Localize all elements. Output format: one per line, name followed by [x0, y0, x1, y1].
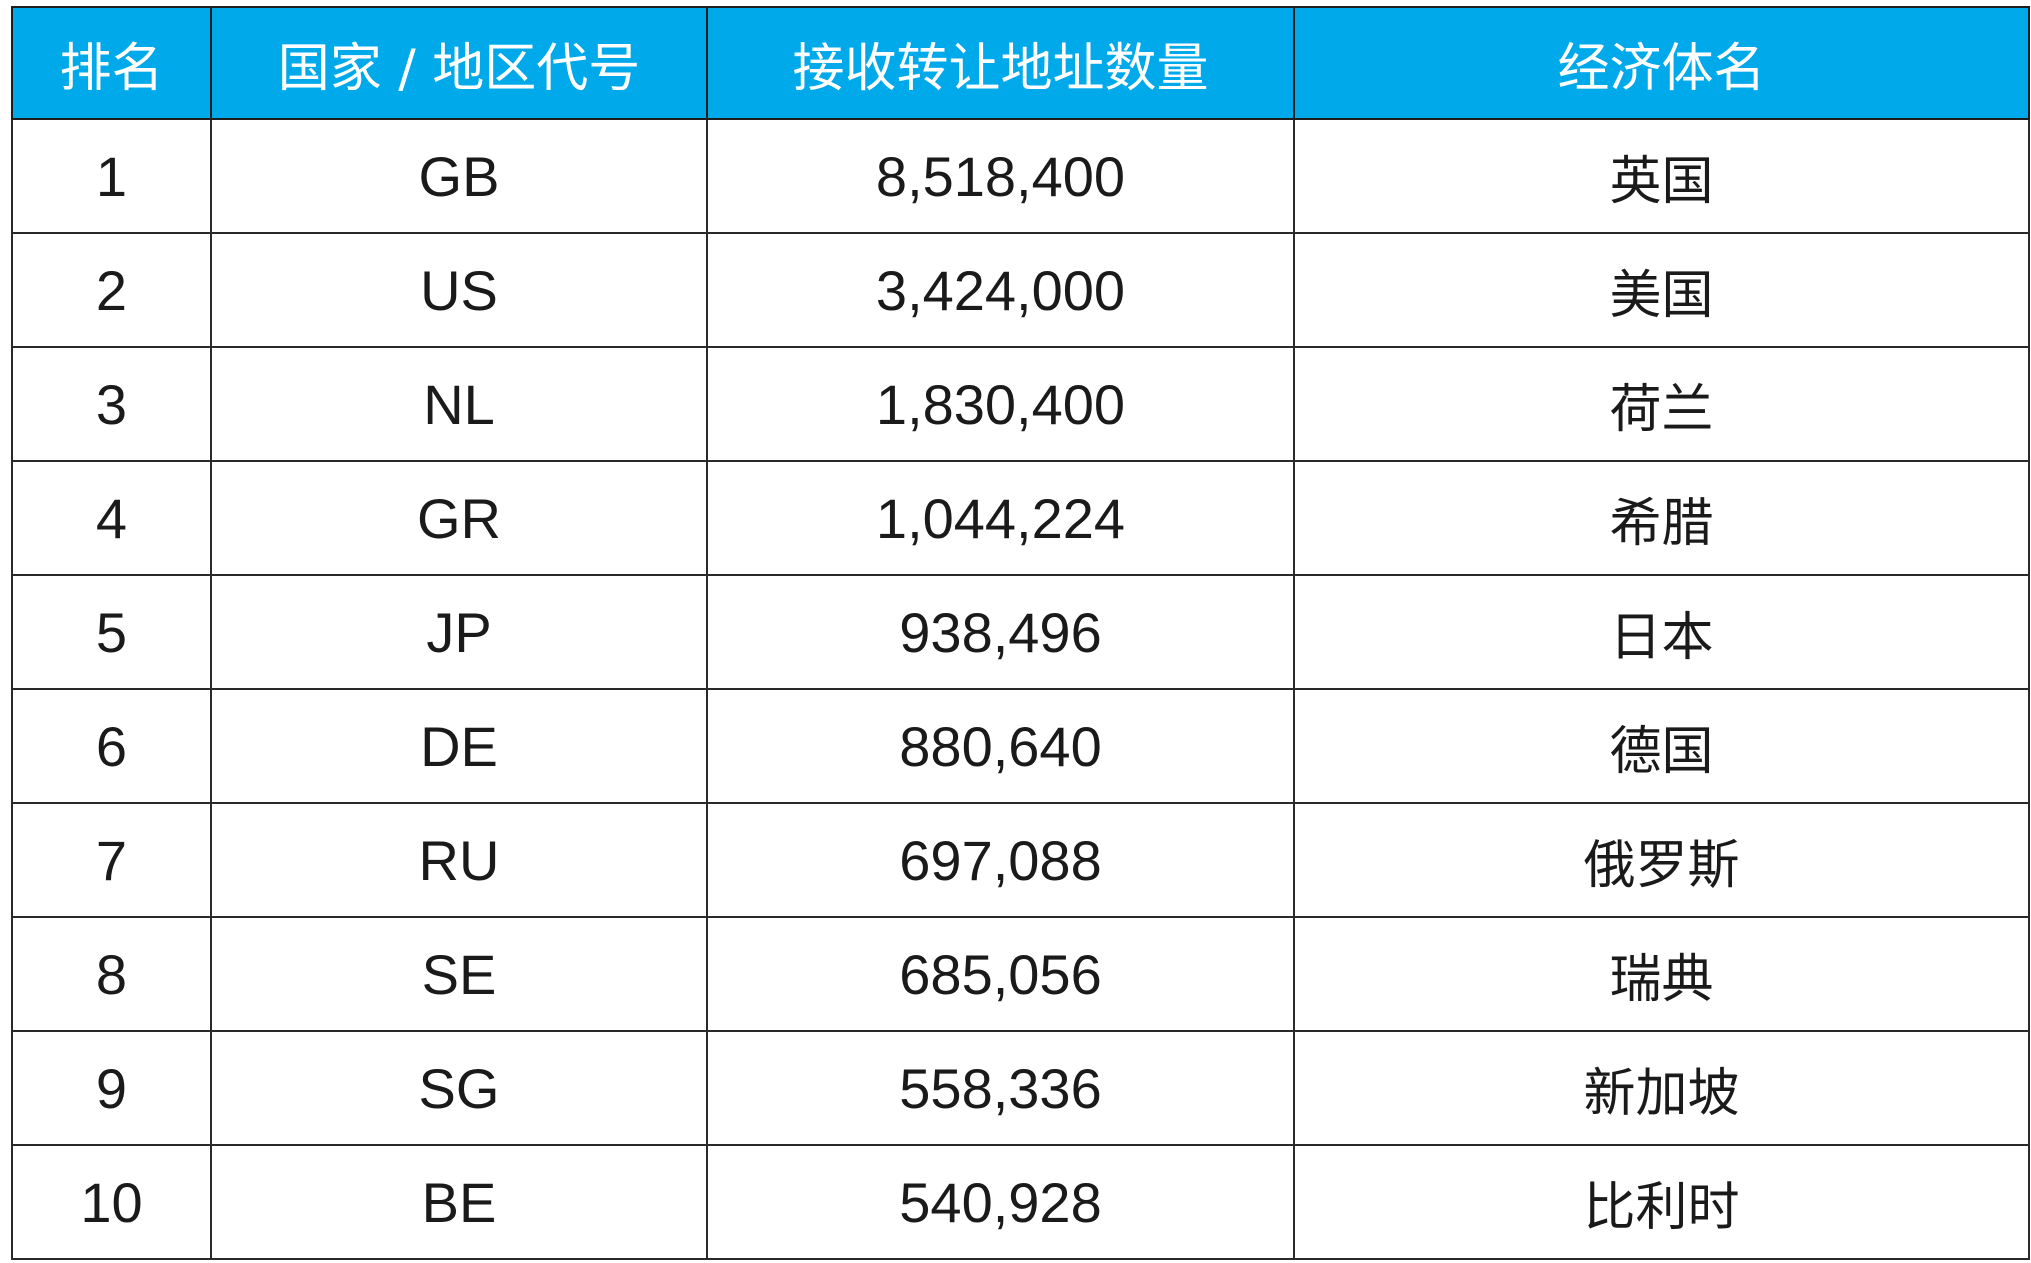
cell-rank: 10: [11, 1144, 212, 1260]
table-body: 1 GB 8,518,400 英国 2 US 3,424,000 美国 3 NL…: [11, 118, 2030, 1260]
table-row: 4 GR 1,044,224 希腊: [11, 460, 2030, 576]
cell-address-count: 8,518,400: [706, 118, 1295, 234]
cell-economy-name: 美国: [1293, 232, 2030, 348]
cell-country-code: US: [210, 232, 708, 348]
table-row: 2 US 3,424,000 美国: [11, 232, 2030, 348]
cell-address-count: 1,044,224: [706, 460, 1295, 576]
cell-country-code: JP: [210, 574, 708, 690]
cell-address-count: 1,830,400: [706, 346, 1295, 462]
table-row: 8 SE 685,056 瑞典: [11, 916, 2030, 1032]
cell-rank: 6: [11, 688, 212, 804]
header-economy-name: 经济体名: [1293, 6, 2030, 120]
cell-economy-name: 英国: [1293, 118, 2030, 234]
cell-rank: 5: [11, 574, 212, 690]
table-row: 3 NL 1,830,400 荷兰: [11, 346, 2030, 462]
header-row: 排名 国家 / 地区代号 接收转让地址数量 经济体名: [11, 6, 2030, 120]
cell-economy-name: 希腊: [1293, 460, 2030, 576]
ranking-table: 排名 国家 / 地区代号 接收转让地址数量 经济体名 1 GB 8,518,40…: [11, 6, 2030, 1260]
cell-country-code: RU: [210, 802, 708, 918]
cell-country-code: GR: [210, 460, 708, 576]
table-row: 9 SG 558,336 新加坡: [11, 1030, 2030, 1146]
cell-country-code: GB: [210, 118, 708, 234]
table-row: 1 GB 8,518,400 英国: [11, 118, 2030, 234]
ranking-table-container: 排名 国家 / 地区代号 接收转让地址数量 经济体名 1 GB 8,518,40…: [11, 6, 2030, 1260]
cell-economy-name: 日本: [1293, 574, 2030, 690]
cell-address-count: 938,496: [706, 574, 1295, 690]
cell-country-code: DE: [210, 688, 708, 804]
cell-address-count: 880,640: [706, 688, 1295, 804]
cell-economy-name: 新加坡: [1293, 1030, 2030, 1146]
table-row: 6 DE 880,640 德国: [11, 688, 2030, 804]
cell-country-code: SE: [210, 916, 708, 1032]
cell-rank: 4: [11, 460, 212, 576]
cell-economy-name: 荷兰: [1293, 346, 2030, 462]
header-address-count: 接收转让地址数量: [706, 6, 1295, 120]
cell-address-count: 685,056: [706, 916, 1295, 1032]
table-row: 5 JP 938,496 日本: [11, 574, 2030, 690]
cell-economy-name: 瑞典: [1293, 916, 2030, 1032]
cell-economy-name: 比利时: [1293, 1144, 2030, 1260]
cell-rank: 8: [11, 916, 212, 1032]
cell-economy-name: 德国: [1293, 688, 2030, 804]
cell-address-count: 3,424,000: [706, 232, 1295, 348]
table-row: 7 RU 697,088 俄罗斯: [11, 802, 2030, 918]
table-row: 10 BE 540,928 比利时: [11, 1144, 2030, 1260]
cell-rank: 1: [11, 118, 212, 234]
header-rank: 排名: [11, 6, 212, 120]
cell-address-count: 558,336: [706, 1030, 1295, 1146]
cell-country-code: SG: [210, 1030, 708, 1146]
cell-address-count: 697,088: [706, 802, 1295, 918]
cell-country-code: NL: [210, 346, 708, 462]
cell-rank: 7: [11, 802, 212, 918]
cell-country-code: BE: [210, 1144, 708, 1260]
cell-rank: 9: [11, 1030, 212, 1146]
cell-rank: 3: [11, 346, 212, 462]
cell-address-count: 540,928: [706, 1144, 1295, 1260]
header-country-code: 国家 / 地区代号: [210, 6, 708, 120]
cell-economy-name: 俄罗斯: [1293, 802, 2030, 918]
cell-rank: 2: [11, 232, 212, 348]
table-header: 排名 国家 / 地区代号 接收转让地址数量 经济体名: [11, 6, 2030, 120]
